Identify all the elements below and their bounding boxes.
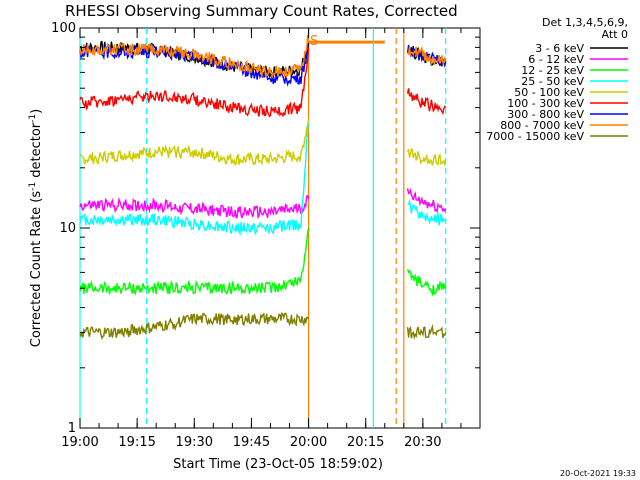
- y-tick-label: 10: [59, 221, 76, 236]
- y-tick-label: 100: [51, 21, 76, 36]
- plot-area: [79, 27, 481, 429]
- x-tick-label: 19:15: [118, 435, 155, 450]
- series-line-5: [79, 47, 310, 118]
- legend-label: 50 - 100 keV: [514, 86, 584, 99]
- series-line-7: [407, 45, 447, 66]
- y-tick-label: 1: [68, 421, 76, 436]
- y-axis-label-sup2: -1: [28, 114, 38, 123]
- chart-title: RHESSI Observing Summary Count Rates, Co…: [65, 2, 458, 20]
- y-axis-label-sup1: -1: [28, 182, 38, 191]
- axis-ticks: 1 10 100 19:00 19:15 19:30 19:45 20:00 20:15 20:3…: [51, 21, 481, 450]
- series-line-8: [406, 324, 447, 340]
- legend-label: 100 - 300 keV: [507, 97, 584, 110]
- timestamp: 20-Oct-2021 19:33: [560, 469, 636, 478]
- legend-label: 12 - 25 keV: [521, 64, 584, 77]
- series-layer: [79, 34, 447, 341]
- legend-label: 3 - 6 keV: [535, 42, 584, 55]
- x-tick-label: 20:00: [290, 435, 327, 450]
- series-line-4: [406, 147, 447, 167]
- series-line-2: [79, 227, 310, 296]
- x-tick-label: 19:45: [233, 435, 270, 450]
- y-axis-label-main: Corrected Count Rate (s: [29, 191, 44, 348]
- y-axis-label-mid: detector: [29, 122, 44, 182]
- series-line-3: [407, 198, 447, 226]
- series-line-7: [79, 34, 309, 79]
- y-axis-label: Corrected Count Rate (s-1 detector-1): [28, 109, 44, 347]
- series-line-4: [79, 119, 310, 167]
- legend-header-line1: Det 1,3,4,5,6,9,: [542, 16, 628, 29]
- legend-label: 7000 - 15000 keV: [486, 130, 584, 143]
- series-line-2: [406, 269, 447, 297]
- x-tick-label: 19:30: [176, 435, 213, 450]
- legend-label: 6 - 12 keV: [528, 53, 584, 66]
- x-tick-label: 19:00: [61, 435, 98, 450]
- legend-label: 800 - 7000 keV: [500, 119, 584, 132]
- series-line-8: [79, 312, 310, 341]
- x-tick-label: 20:30: [404, 435, 441, 450]
- legend-label: 25 - 50 keV: [521, 75, 584, 88]
- series-line-1: [406, 187, 447, 214]
- series-line-3: [79, 119, 310, 237]
- x-tick-label: 20:15: [347, 435, 384, 450]
- legend-header-line2: Att 0: [602, 28, 628, 41]
- series-line-5: [406, 88, 447, 116]
- s-annotation: S: [310, 34, 318, 49]
- y-axis-label-end: ): [29, 109, 44, 114]
- series-line-1: [79, 194, 310, 220]
- legend-label: 300 - 800 keV: [507, 108, 584, 121]
- x-axis-label: Start Time (23-Oct-05 18:59:02): [173, 457, 383, 472]
